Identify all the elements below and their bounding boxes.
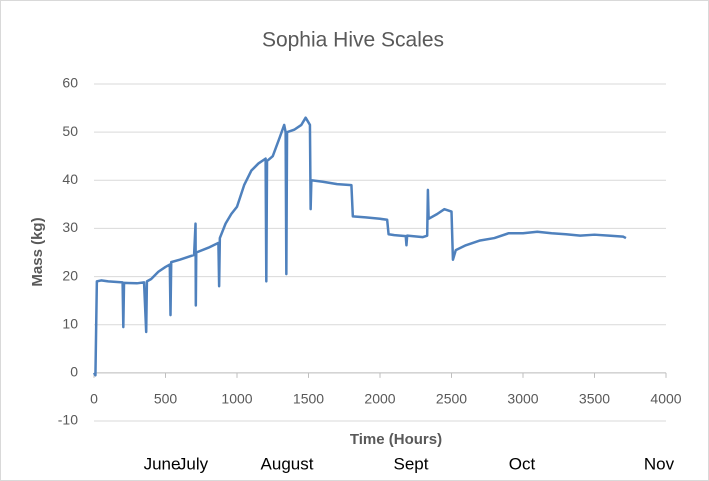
x-tick-label: 0 — [90, 391, 98, 407]
y-tick-label: 0 — [70, 364, 78, 380]
y-tick-label: 30 — [62, 219, 78, 235]
y-tick-label: -10 — [58, 412, 78, 428]
month-label: June — [144, 454, 181, 473]
y-tick-label: 50 — [62, 123, 78, 139]
y-tick-label: 20 — [62, 267, 78, 283]
x-tick-label: 2500 — [436, 391, 467, 407]
y-tick-label: 10 — [62, 315, 78, 331]
month-label: August — [261, 454, 314, 473]
x-axis-title: Time (Hours) — [350, 431, 442, 448]
month-label: July — [178, 454, 209, 473]
x-tick-label: 2000 — [364, 391, 395, 407]
y-axis-title: Mass (kg) — [29, 217, 46, 286]
month-label: Sept — [394, 454, 429, 473]
x-tick-label: 3000 — [507, 391, 538, 407]
x-tick-label: 500 — [154, 391, 178, 407]
chart-title: Sophia Hive Scales — [262, 29, 444, 52]
month-label: Nov — [644, 454, 675, 473]
month-label: Oct — [509, 454, 536, 473]
y-tick-label: 60 — [62, 75, 78, 91]
x-tick-label: 1500 — [293, 391, 324, 407]
data-line — [92, 116, 627, 377]
x-tick-label: 3500 — [579, 391, 610, 407]
y-tick-label: 40 — [62, 171, 78, 187]
x-tick-label: 1000 — [221, 391, 252, 407]
x-tick-label: 4000 — [650, 391, 681, 407]
